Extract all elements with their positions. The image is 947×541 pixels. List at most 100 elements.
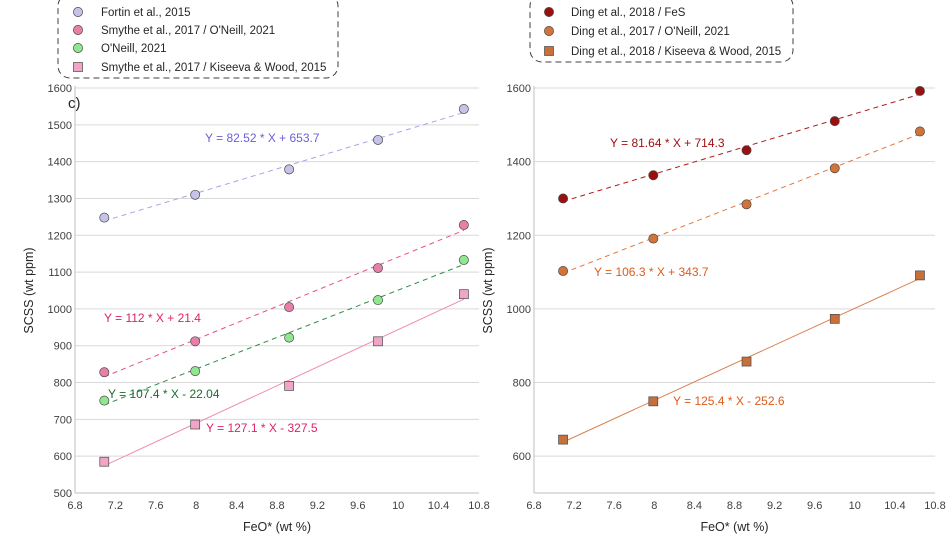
y-tick-label: 1600: [507, 83, 531, 95]
x-tick-label: 8.4: [229, 500, 244, 512]
legend-marker-square: [544, 46, 554, 56]
legend-label: O'Neill, 2021: [101, 43, 166, 55]
trendline-3: [104, 264, 465, 406]
legend-2: Ding et al., 2018 / FeS Ding et al., 2017…: [529, 0, 794, 63]
x-tick-label: 10.8: [924, 500, 945, 512]
legend-marker-circle: [544, 26, 554, 36]
x-axis-title: FeO* (wt %): [243, 520, 311, 534]
data-point-circle: [458, 104, 469, 114]
data-point-circle: [373, 263, 383, 273]
trendline-equation: Y = 106.3 * X + 343.7: [594, 265, 709, 279]
data-point-circle: [558, 266, 569, 276]
y-tick-label: 700: [54, 414, 72, 426]
y-tick-label: 1200: [507, 230, 531, 242]
x-tick-label: 8: [193, 500, 199, 512]
data-point-square: [190, 419, 201, 430]
x-tick-label: 10: [392, 500, 404, 512]
data-point-circle: [190, 189, 201, 200]
legend-label: Ding et al., 2017 / O'Neill, 2021: [571, 26, 730, 38]
x-tick-label: 8.4: [687, 500, 702, 512]
y-tick-label: 1100: [48, 267, 72, 279]
legend-label: Fortin et al., 2015: [101, 7, 191, 19]
x-tick-label: 8.8: [269, 500, 284, 512]
x-tick-label: 10: [849, 500, 861, 512]
data-point-circle: [99, 367, 110, 378]
x-tick-label: 7.6: [607, 500, 622, 512]
data-point-square: [558, 434, 568, 445]
x-tick-label: 9.2: [310, 500, 325, 512]
y-tick-label: 1400: [507, 157, 531, 169]
y-tick-label: 1400: [48, 157, 72, 169]
x-tick-label: 8: [651, 500, 657, 512]
legend-box: [57, 0, 339, 79]
legend-marker-circle: [544, 7, 554, 17]
y-tick-label: 600: [54, 451, 72, 463]
legend-label: Ding et al., 2018 / Kiseeva & Wood, 2015: [571, 46, 781, 58]
y-tick-label: 1000: [48, 304, 72, 316]
x-tick-label: 10.8: [468, 500, 489, 512]
trendline-1: [562, 93, 921, 202]
y-tick-label: 600: [513, 451, 531, 463]
data-point-circle: [373, 134, 383, 145]
data-point-circle: [558, 193, 569, 204]
data-point-circle: [741, 145, 752, 156]
y-tick-label: 800: [54, 378, 72, 390]
trendline-3: [562, 277, 921, 443]
trendline-equation: Y = 82.52 * X + 653.7: [205, 131, 320, 145]
data-point-square: [829, 314, 840, 324]
data-point-circle: [190, 366, 201, 377]
x-tick-label: 10.4: [884, 500, 905, 512]
legend-marker-circle: [73, 25, 83, 35]
y-axis-title: SCSS (wt ppm): [22, 247, 36, 333]
x-tick-label: 9.2: [767, 500, 782, 512]
chart-panel-2: 600 800 1000 1200 1400 1600 6.8 7.2 7.6 8 8.4 8.8 9.…: [481, 83, 946, 534]
data-point-circle: [99, 395, 110, 406]
trendline-4: [104, 298, 465, 467]
data-point-circle: [458, 254, 469, 265]
x-tick-label: 8.8: [727, 500, 742, 512]
legend-box: [529, 0, 794, 63]
legend-1: Fortin et al., 2015 Smythe et al., 2017 /…: [57, 0, 339, 79]
data-point-circle: [373, 295, 383, 306]
data-point-square: [741, 356, 752, 367]
data-point-circle: [915, 85, 925, 96]
legend-marker-square: [73, 62, 83, 72]
y-tick-label: 1300: [48, 193, 72, 205]
panel-label: c): [68, 95, 81, 112]
y-tick-label: 1500: [48, 120, 72, 132]
data-point-circle: [458, 220, 469, 230]
data-point-square: [373, 336, 383, 347]
x-tick-label: 7.6: [148, 500, 163, 512]
y-tick-label: 1200: [48, 230, 72, 242]
x-tick-label: 9.6: [350, 500, 365, 512]
x-tick-label: 9.6: [807, 500, 822, 512]
data-point-circle: [741, 199, 752, 210]
y-tick-label: 800: [513, 378, 531, 390]
data-point-circle: [915, 126, 925, 137]
x-tick-label: 7.2: [566, 500, 581, 512]
trendline-2: [104, 229, 465, 378]
y-tick-label: 900: [54, 341, 72, 353]
y-tick-label: 1000: [507, 304, 531, 316]
data-point-square: [459, 289, 469, 300]
legend-marker-circle: [73, 43, 83, 53]
trendline-2: [562, 133, 921, 274]
data-point-circle: [284, 302, 295, 313]
trendline-equation: Y = 127.1 * X - 327.5: [206, 421, 318, 435]
trendline-equation: Y = 112 * X + 21.4: [104, 311, 201, 325]
legend-label: Smythe et al., 2017 / Kiseeva & Wood, 20…: [101, 62, 326, 74]
y-tick-label: 1600: [48, 83, 72, 95]
data-point-circle: [284, 164, 295, 175]
legend-label: Ding et al., 2018 / FeS: [571, 7, 686, 19]
trendline-equation: Y = 81.64 * X + 714.3: [610, 136, 725, 150]
trendline-equation: Y = 125.4 * X - 252.6: [673, 394, 785, 408]
data-point-circle: [829, 163, 840, 174]
legend-label: Smythe et al., 2017 / O'Neill, 2021: [101, 25, 275, 37]
data-point-circle: [648, 233, 659, 244]
data-point-circle: [99, 212, 110, 223]
chart-panel-1: 500 600 700 800 900 1000 1100 1200 1300 1400 1500 1…: [22, 83, 490, 534]
data-point-circle: [829, 116, 840, 127]
x-tick-label: 10.4: [428, 500, 449, 512]
x-axis-title: FeO* (wt %): [700, 520, 768, 534]
